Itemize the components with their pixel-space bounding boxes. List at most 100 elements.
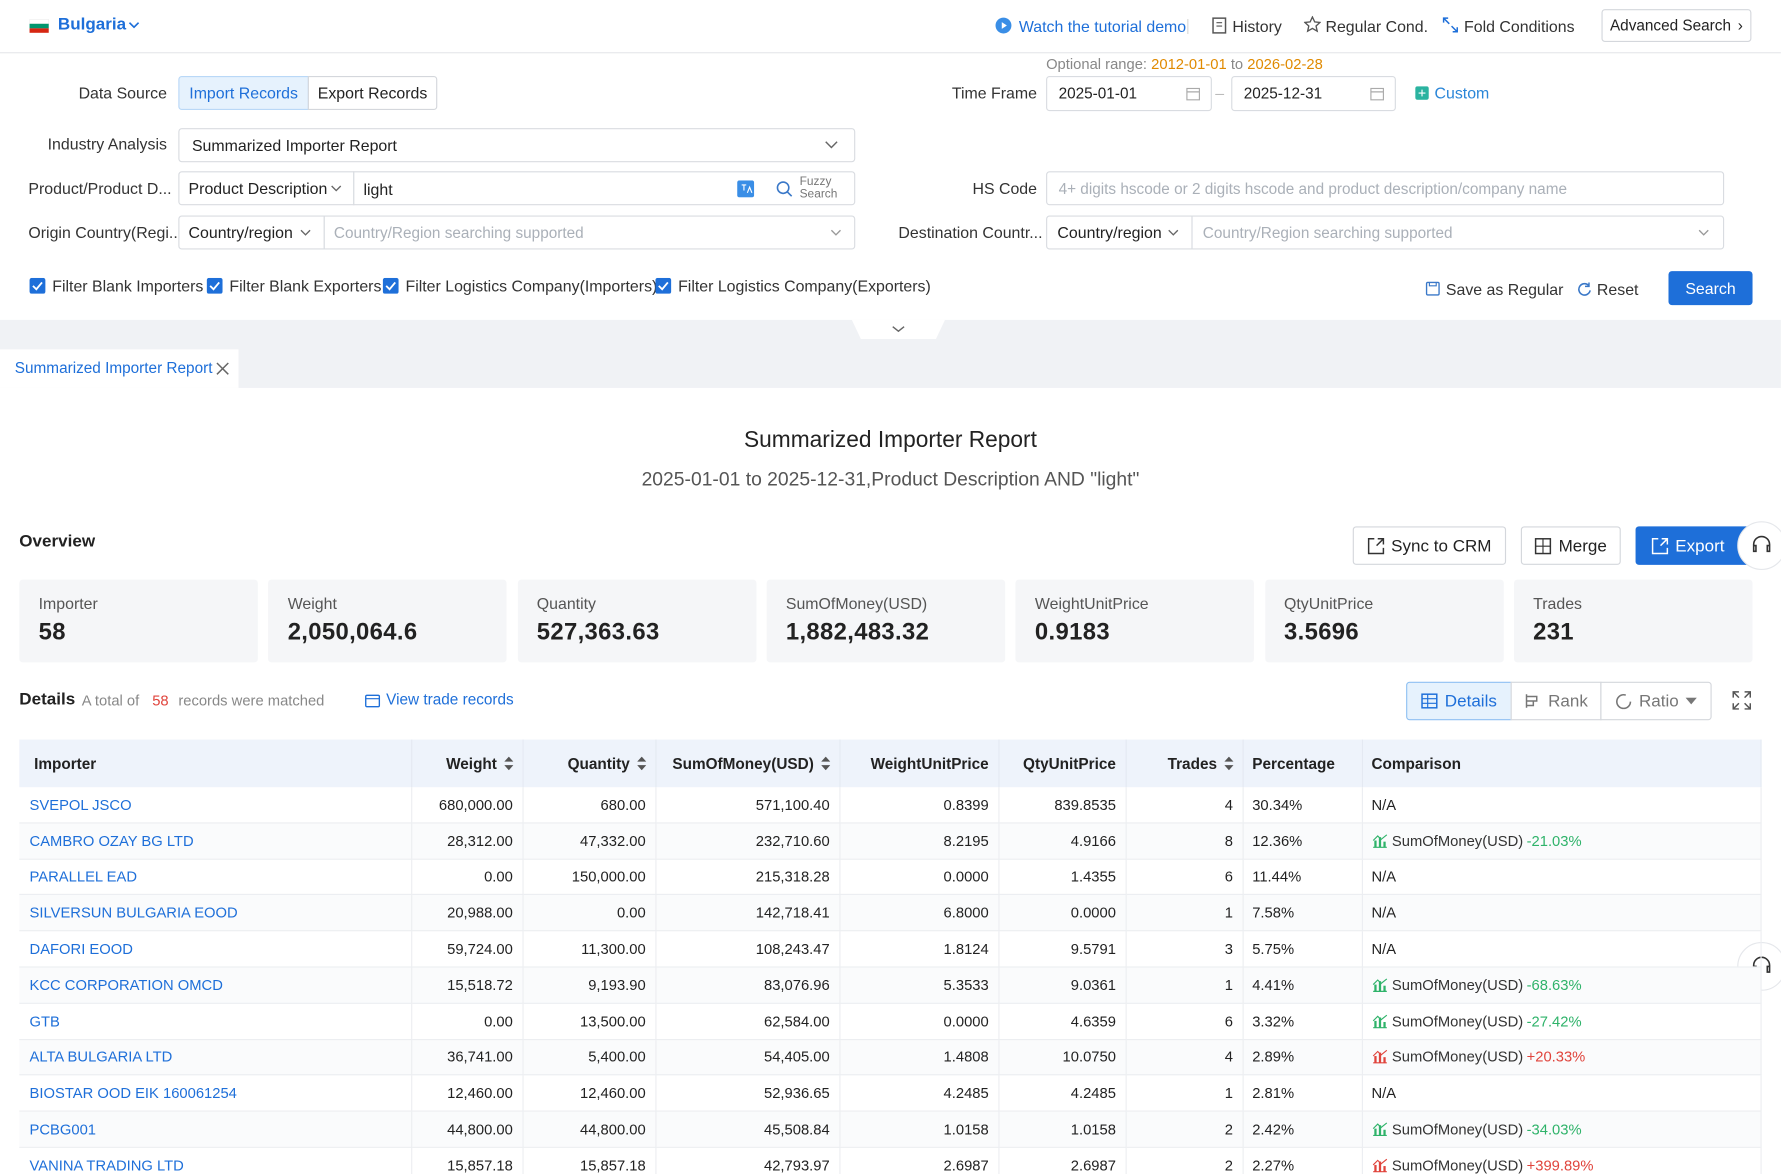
checkbox[interactable]: Filter Blank Importers [29, 277, 203, 295]
stat-card: Importer 58 [19, 579, 258, 663]
stat-value: 0.9183 [1034, 619, 1110, 646]
cell-text: 215,318.28 [755, 868, 830, 886]
sync-button[interactable]: Sync to CRM [1352, 526, 1507, 565]
text-input[interactable]: 4+ digits hscode or 2 digits hscode and … [1046, 171, 1725, 206]
tab[interactable]: Summarized Importer Report [0, 349, 239, 388]
date-input[interactable]: 2025-01-01 [1046, 75, 1212, 112]
reset[interactable]: Reset [1596, 280, 1639, 299]
view-trade-records[interactable]: View trade records [386, 690, 514, 708]
custom-link[interactable]: Custom [1434, 83, 1490, 103]
icon [365, 694, 381, 708]
checkbox[interactable]: Filter Logistics Company(Importers) [382, 277, 657, 295]
cell-text: 3 [1224, 940, 1233, 958]
table-cell: N/A [1361, 1075, 1762, 1112]
table-cell: 52,936.65 [655, 1075, 840, 1112]
button-label: Merge [1558, 535, 1607, 556]
view-toggle-active[interactable]: Details [1406, 681, 1512, 721]
trend-icon [1372, 1158, 1387, 1173]
fuzzy-search[interactable]: Fuzzy Search [800, 175, 838, 201]
segment-label: Import Records [189, 83, 298, 103]
checkbox[interactable]: Filter Blank Exporters [206, 277, 381, 295]
date-input[interactable]: 2025-12-31 [1231, 75, 1396, 112]
importer-link[interactable]: SILVERSUN BULGARIA EOOD [29, 904, 238, 922]
select-input[interactable]: Country/Region searching supported [323, 215, 856, 250]
cell-text: 1 [1224, 904, 1233, 922]
text-input[interactable]: light Fuzzy Search [353, 171, 856, 206]
sort-icon [636, 756, 646, 770]
importer-link[interactable]: SVEPOL JSCO [29, 796, 132, 814]
importer-link[interactable]: GTB [29, 1012, 60, 1030]
table-row: PCBG001 44,800.00 44,800.00 45,508.84 1.0158… [19, 1111, 1762, 1148]
link[interactable]: Watch the tutorial demo [1018, 17, 1187, 36]
select[interactable]: Summarized Importer Report [178, 128, 856, 163]
select[interactable]: Country/region [1046, 215, 1193, 250]
cell-text: 0.00 [484, 1012, 513, 1030]
importer-link[interactable]: KCC CORPORATION OMCD [29, 976, 223, 994]
cell-text: 83,076.96 [764, 976, 830, 994]
segment[interactable]: Export Records [307, 75, 438, 111]
checkbox[interactable]: Filter Logistics Company(Exporters) [655, 277, 931, 295]
table-cell: 11.44% [1242, 858, 1363, 896]
support-float[interactable] [1737, 521, 1781, 571]
segment-label: Export Records [317, 83, 428, 103]
select[interactable]: Product Description [178, 171, 355, 206]
icon [1367, 537, 1384, 554]
stat-label: Trades [1533, 594, 1583, 613]
table-cell: 15,857.18 [411, 1147, 524, 1174]
chevron [1698, 229, 1709, 236]
merge-button[interactable]: Merge [1520, 526, 1621, 565]
comparison-metric: SumOfMoney(USD) [1391, 976, 1524, 994]
chevron [300, 229, 311, 236]
link[interactable]: Fold Conditions [1464, 17, 1575, 36]
export-button[interactable]: Export [1635, 526, 1752, 565]
importer-link[interactable]: PCBG001 [29, 1120, 97, 1138]
table-cell: 1.4808 [839, 1039, 999, 1076]
cell-text: 2.89% [1252, 1048, 1295, 1066]
stat-card: Trades 231 [1513, 579, 1753, 663]
search-button[interactable]: Search [1668, 271, 1753, 306]
checkbox-box [29, 277, 46, 294]
table-cell: 4.41% [1242, 966, 1363, 1004]
advanced-search-button[interactable]: Advanced Search › [1601, 9, 1752, 42]
close-icon[interactable] [216, 362, 230, 376]
country[interactable]: Bulgaria [57, 14, 127, 35]
column-label: WeightUnitPrice [870, 754, 989, 772]
comparison-change: +399.89% [1526, 1156, 1594, 1174]
table-cell: 1.8124 [839, 930, 999, 968]
header-row: Importer Weight Quantity SumOfMoney(USD) Wei… [19, 739, 1762, 788]
link[interactable]: History [1232, 17, 1282, 36]
field-label: Product/Product D... [28, 179, 172, 198]
fullscreen-icon[interactable] [1732, 691, 1752, 710]
table-cell: VANINA TRADING LTD [19, 1147, 412, 1174]
table-cell: 42,793.97 [655, 1147, 840, 1174]
cell-text: 6 [1224, 1012, 1233, 1030]
cell-text: 15,857.18 [447, 1156, 513, 1174]
cell-text: 2.27% [1252, 1156, 1295, 1174]
button-label: Advanced Search [1609, 17, 1731, 35]
importer-link[interactable]: DAFORI EOOD [29, 940, 133, 958]
link[interactable]: Regular Cond. [1325, 17, 1429, 36]
select[interactable]: Country/region [178, 215, 325, 250]
chevron [1168, 229, 1179, 236]
table-cell: 6.8000 [839, 894, 999, 932]
importer-link[interactable]: BIOSTAR OOD EIK 160061254 [29, 1084, 237, 1102]
trend-icon [1372, 978, 1387, 992]
importer-link[interactable]: CAMBRO OZAY BG LTD [29, 832, 194, 850]
cell-text: 1.4355 [1070, 868, 1116, 886]
cell-text: 3.32% [1252, 1012, 1295, 1030]
comparison-metric: SumOfMoney(USD) [1391, 1048, 1524, 1066]
table-cell: 30.34% [1242, 787, 1363, 824]
collapse-handle[interactable] [851, 319, 945, 340]
importer-link[interactable]: ALTA BULGARIA LTD [29, 1048, 173, 1066]
table-cell: 215,318.28 [655, 858, 840, 896]
stat-label: WeightUnitPrice [1034, 594, 1149, 613]
select-input[interactable]: Country/Region searching supported [1191, 215, 1725, 250]
segment-active[interactable]: Import Records [178, 75, 309, 111]
view-toggle[interactable]: Rank [1510, 681, 1602, 721]
caret [1685, 697, 1697, 704]
trend-icon [1372, 1014, 1387, 1028]
importer-link[interactable]: VANINA TRADING LTD [29, 1156, 184, 1174]
save-regular[interactable]: Save as Regular [1445, 280, 1564, 299]
view-toggle[interactable]: Ratio [1600, 681, 1712, 721]
importer-link[interactable]: PARALLEL EAD [29, 868, 138, 886]
